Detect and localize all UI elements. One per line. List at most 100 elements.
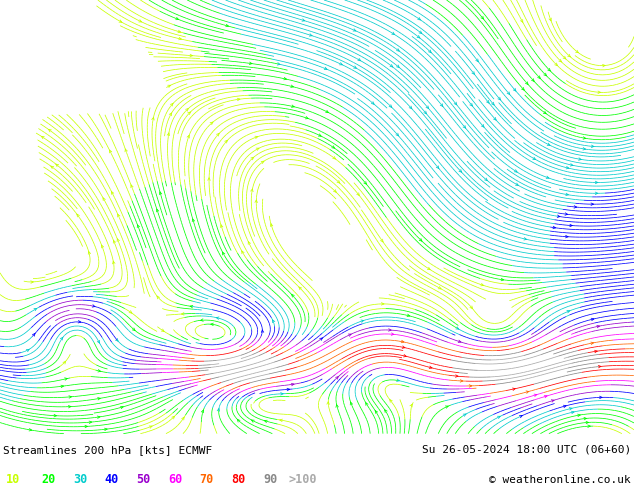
FancyArrowPatch shape xyxy=(567,311,569,313)
FancyArrowPatch shape xyxy=(56,164,58,167)
FancyArrowPatch shape xyxy=(242,251,244,254)
FancyArrowPatch shape xyxy=(49,3,52,5)
FancyArrowPatch shape xyxy=(149,426,152,428)
FancyArrowPatch shape xyxy=(78,320,81,323)
FancyArrowPatch shape xyxy=(255,200,257,202)
FancyArrowPatch shape xyxy=(498,97,500,100)
FancyArrowPatch shape xyxy=(167,133,170,136)
Text: 20: 20 xyxy=(41,473,55,487)
FancyArrowPatch shape xyxy=(390,65,392,67)
FancyArrowPatch shape xyxy=(333,156,335,159)
FancyArrowPatch shape xyxy=(85,425,87,428)
FancyArrowPatch shape xyxy=(521,20,523,22)
FancyArrowPatch shape xyxy=(364,181,366,184)
FancyArrowPatch shape xyxy=(515,183,518,185)
FancyArrowPatch shape xyxy=(161,329,164,331)
FancyArrowPatch shape xyxy=(51,233,55,236)
FancyArrowPatch shape xyxy=(125,149,127,152)
FancyArrowPatch shape xyxy=(493,118,496,120)
FancyArrowPatch shape xyxy=(574,206,576,208)
FancyArrowPatch shape xyxy=(29,429,32,431)
FancyArrowPatch shape xyxy=(30,78,32,80)
FancyArrowPatch shape xyxy=(38,186,41,188)
FancyArrowPatch shape xyxy=(597,325,600,328)
Text: 40: 40 xyxy=(105,473,119,487)
FancyArrowPatch shape xyxy=(51,166,54,169)
FancyArrowPatch shape xyxy=(557,215,560,218)
FancyArrowPatch shape xyxy=(98,397,100,400)
FancyArrowPatch shape xyxy=(595,192,598,195)
FancyArrowPatch shape xyxy=(458,340,461,343)
FancyArrowPatch shape xyxy=(237,98,240,101)
FancyArrowPatch shape xyxy=(600,396,602,399)
FancyArrowPatch shape xyxy=(56,232,58,235)
Text: 50: 50 xyxy=(136,473,150,487)
FancyArrowPatch shape xyxy=(89,63,92,66)
FancyArrowPatch shape xyxy=(578,414,580,416)
FancyArrowPatch shape xyxy=(57,88,60,90)
FancyArrowPatch shape xyxy=(460,380,463,382)
FancyArrowPatch shape xyxy=(543,111,546,114)
FancyArrowPatch shape xyxy=(597,49,600,51)
FancyArrowPatch shape xyxy=(49,258,51,261)
FancyArrowPatch shape xyxy=(307,216,309,219)
FancyArrowPatch shape xyxy=(363,258,365,261)
FancyArrowPatch shape xyxy=(49,129,51,132)
FancyArrowPatch shape xyxy=(417,35,420,38)
FancyArrowPatch shape xyxy=(153,73,157,75)
FancyArrowPatch shape xyxy=(121,79,124,81)
FancyArrowPatch shape xyxy=(611,12,613,14)
FancyArrowPatch shape xyxy=(139,20,141,22)
FancyArrowPatch shape xyxy=(555,63,557,66)
FancyArrowPatch shape xyxy=(470,306,472,309)
FancyArrowPatch shape xyxy=(456,327,458,329)
FancyArrowPatch shape xyxy=(526,82,528,84)
FancyArrowPatch shape xyxy=(498,416,500,418)
FancyArrowPatch shape xyxy=(418,18,420,20)
FancyArrowPatch shape xyxy=(237,419,240,422)
FancyArrowPatch shape xyxy=(339,63,342,65)
FancyArrowPatch shape xyxy=(367,291,370,294)
FancyArrowPatch shape xyxy=(32,334,35,336)
FancyArrowPatch shape xyxy=(592,145,594,147)
FancyArrowPatch shape xyxy=(252,420,254,422)
FancyArrowPatch shape xyxy=(438,287,441,289)
FancyArrowPatch shape xyxy=(401,340,404,343)
FancyArrowPatch shape xyxy=(226,24,228,27)
Text: 60: 60 xyxy=(168,473,182,487)
FancyArrowPatch shape xyxy=(171,103,173,106)
FancyArrowPatch shape xyxy=(58,19,61,21)
FancyArrowPatch shape xyxy=(81,71,83,74)
FancyArrowPatch shape xyxy=(583,137,586,139)
FancyArrowPatch shape xyxy=(436,166,439,169)
FancyArrowPatch shape xyxy=(389,271,392,273)
FancyArrowPatch shape xyxy=(137,225,139,228)
FancyArrowPatch shape xyxy=(182,417,184,420)
FancyArrowPatch shape xyxy=(109,47,112,49)
FancyArrowPatch shape xyxy=(372,101,374,104)
FancyArrowPatch shape xyxy=(361,320,364,322)
FancyArrowPatch shape xyxy=(507,92,510,95)
FancyArrowPatch shape xyxy=(396,49,399,51)
FancyArrowPatch shape xyxy=(567,54,571,57)
Text: 90: 90 xyxy=(263,473,277,487)
FancyArrowPatch shape xyxy=(546,176,549,178)
FancyArrowPatch shape xyxy=(579,158,581,160)
FancyArrowPatch shape xyxy=(571,411,574,414)
FancyArrowPatch shape xyxy=(445,406,448,408)
FancyArrowPatch shape xyxy=(397,379,399,381)
Text: 70: 70 xyxy=(200,473,214,487)
FancyArrowPatch shape xyxy=(514,170,517,172)
FancyArrowPatch shape xyxy=(276,408,280,411)
FancyArrowPatch shape xyxy=(375,411,378,414)
FancyArrowPatch shape xyxy=(402,346,405,348)
FancyArrowPatch shape xyxy=(353,29,356,31)
FancyArrowPatch shape xyxy=(389,329,391,331)
FancyArrowPatch shape xyxy=(595,181,598,184)
FancyArrowPatch shape xyxy=(602,65,605,67)
FancyArrowPatch shape xyxy=(255,136,257,139)
FancyArrowPatch shape xyxy=(224,140,228,143)
FancyArrowPatch shape xyxy=(429,366,432,368)
FancyArrowPatch shape xyxy=(89,421,92,423)
Text: © weatheronline.co.uk: © weatheronline.co.uk xyxy=(489,475,631,485)
